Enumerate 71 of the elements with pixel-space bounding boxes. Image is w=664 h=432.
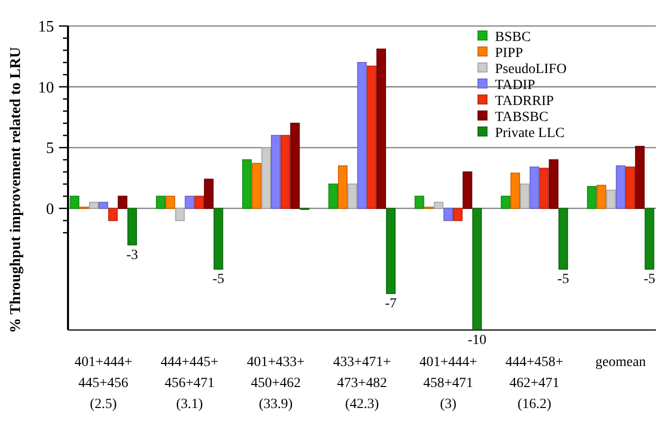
data-label: -3 [126,248,138,263]
bar [118,196,128,209]
bar [625,166,636,209]
bar [520,184,530,209]
bar [462,171,472,209]
x-tick-label: 433+471+ 473+482 (42.3) [333,355,391,412]
bar [98,202,108,209]
bar [366,66,376,209]
bar [587,186,597,209]
bar [280,134,290,209]
bar [616,165,626,209]
legend-label: PseudoLIFO [495,62,567,77]
x-tick-label: 401+433+ 450+462 (33.9) [246,355,305,412]
bar [386,208,396,294]
bar [156,196,166,209]
bar [290,122,300,209]
legend-label: PIPP [495,46,524,61]
legend-label: BSBC [495,30,531,45]
bar [127,208,137,246]
x-tick-label: 444+445+ 456+471 (3.1) [160,355,219,412]
bar [539,168,549,209]
y-tick-label: 15 [38,18,54,36]
bar [453,208,463,222]
bar [376,48,386,209]
bar [510,172,520,209]
data-label: -5 [557,272,570,288]
bar [635,146,645,209]
legend-label: Private LLC [495,126,565,141]
bar [166,196,176,209]
data-label: -7 [384,296,397,312]
bar [242,159,252,209]
x-tick-label: 401+444+ 458+471 (3) [419,355,478,412]
bar [338,165,348,209]
legend-label: TADRRIP [495,94,554,109]
bar [175,208,185,222]
bar [530,166,540,209]
bar [108,208,118,222]
y-axis-title: % Throughput improvement related to LRU [8,46,24,333]
bar [644,208,654,270]
bar [204,178,214,209]
bar [443,208,454,222]
x-tick-label: 444+458+ 462+471 (16.2) [506,355,564,412]
y-tick-label: 5 [46,140,54,158]
y-tick-label: 0 [46,201,54,218]
bar [70,196,80,209]
bar [194,196,204,209]
bar [357,62,367,209]
bar [472,208,482,330]
data-label: -5 [212,272,224,288]
x-tick-label: 401+444+ 445+456 (2.5) [74,355,132,412]
bar [596,184,606,209]
bar [434,202,444,209]
x-tick-label: geomean [595,355,646,370]
bar [548,159,558,209]
bar [88,202,99,209]
bar [270,134,281,209]
bar [414,196,424,209]
data-label: -10 [468,333,486,348]
bar [328,184,338,209]
bar [606,190,616,209]
bar [558,208,568,270]
bar [184,196,194,209]
bar [252,162,262,209]
bar [348,184,358,209]
y-tick-label: 10 [38,79,54,96]
bar [500,196,510,209]
bar [261,147,271,209]
legend-label: TADIP [495,78,536,93]
bar [214,208,224,270]
legend-label: TABSBC [495,110,548,125]
data-label: -5 [644,272,656,288]
